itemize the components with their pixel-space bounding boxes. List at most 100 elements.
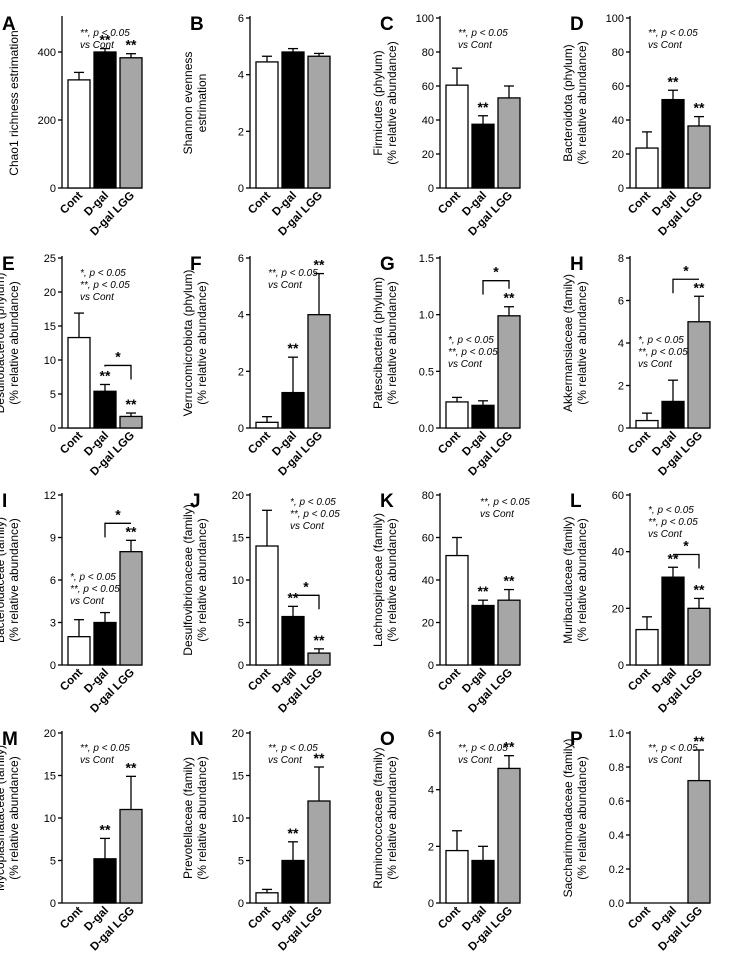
significance-note: **, p < 0.05 [480,497,530,508]
bar-dgal [93,858,117,904]
bracket-label: * [683,262,689,278]
y-tick-label: 10 [44,355,56,367]
y-axis-label: Ruminococcaceae (family) [371,747,385,888]
significance-note: **, p < 0.05 [80,280,130,291]
y-tick-label: 60 [422,81,434,93]
y-axis-label: (% relative abundance) [195,518,209,641]
y-tick-label: 4 [428,785,434,797]
bar-dgal [93,621,117,666]
bar-dgal [471,123,495,189]
panel-letter: L [570,491,582,512]
bar-dgal-lgg [497,599,521,666]
bar-cont [445,554,469,666]
y-tick-label: 0.5 [419,366,434,378]
significance-note: *, p < 0.05 [448,335,494,346]
y-tick-label: 6 [618,296,624,308]
y-axis-label: Bacteroidaceae (family) [0,517,7,643]
bar-dgal-lgg [307,55,331,189]
y-tick-label: 200 [38,115,56,127]
significance-note: *, p < 0.05 [648,505,694,516]
bar-dgal-lgg [497,767,521,904]
comparison-bracket [104,522,131,538]
y-tick-label: 0.4 [609,830,624,842]
panel-letter: N [190,729,204,750]
category-label: Cont [58,430,85,457]
y-axis-label: (% relative abundance) [7,756,21,879]
y-axis-label: Chao1 richness estrimation [7,30,21,175]
y-tick-label: 10 [44,813,56,825]
y-tick-label: 0 [618,660,624,672]
y-tick-label: 20 [422,149,434,161]
bar-cont [445,849,469,904]
significance-note: **, p < 0.05 [70,584,120,595]
y-axis-label: Desulfobacterota (phylum) [0,273,7,414]
category-label: Cont [436,430,463,457]
bar-dgal-lgg [119,551,143,666]
y-axis-label: Prevotellaceae (family) [181,757,195,879]
panel-l: L Muribaculaceae (family) (% relative abun… [561,490,711,715]
y-axis-label: Muribaculaceae (family) [561,516,575,643]
y-tick-label: 0 [50,423,56,435]
significance-mark: ** [668,73,679,89]
significance-mark: ** [504,573,515,589]
significance-mark: ** [100,367,111,383]
significance-note: vs Cont [648,529,683,540]
bar-cont [67,79,91,189]
bar-dgal [281,615,305,666]
bar-dgal [281,51,305,189]
significance-note: **, p < 0.05 [458,28,508,39]
y-tick-label: 20 [232,490,244,502]
bar-cont [635,628,659,666]
y-tick-label: 0 [428,898,434,910]
significance-mark: ** [288,589,299,605]
y-axis-label: Firmicutes (phylum) [371,50,385,155]
significance-note: **, p < 0.05 [448,347,498,358]
significance-mark: ** [694,279,705,295]
significance-note: vs Cont [458,40,493,51]
bar-dgal-lgg [687,607,711,666]
y-tick-label: 40 [422,575,434,587]
y-tick-label: 5 [238,618,244,630]
panel-letter: B [190,14,204,35]
y-tick-label: 12 [44,490,56,502]
bar-dgal [93,390,117,429]
significance-note: **, p < 0.05 [638,347,688,358]
y-tick-label: 8 [618,253,624,265]
bar-dgal [471,604,495,666]
significance-note: vs Cont [458,755,493,766]
category-label: Cont [436,905,463,932]
significance-mark: ** [694,100,705,116]
panel-d: D Bacteroidota (phylum) (% relative abunda… [561,13,711,238]
y-tick-label: 60 [612,490,624,502]
significance-note: **, p < 0.05 [268,743,318,754]
y-tick-label: 40 [422,115,434,127]
y-tick-label: 0 [238,898,244,910]
bar-dgal-lgg [687,321,711,429]
comparison-bracket [293,594,320,610]
y-axis-label: Verrucomicrobiota (phylum) [181,270,195,417]
y-tick-label: 20 [612,149,624,161]
y-tick-label: 0 [428,183,434,195]
significance-note: **, p < 0.05 [268,268,318,279]
bar-cont [635,147,659,189]
y-tick-label: 2 [428,841,434,853]
y-tick-label: 80 [422,490,434,502]
y-tick-label: 60 [612,81,624,93]
y-tick-label: 15 [44,771,56,783]
y-axis-label: (% relative abundance) [7,281,21,404]
y-axis-label: Mycoplasmataceae (family) [0,745,7,891]
significance-note: **, p < 0.05 [458,743,508,754]
y-tick-label: 4 [238,70,244,82]
significance-note: *, p < 0.05 [638,335,684,346]
y-tick-label: 15 [232,771,244,783]
panel-i: I Bacteroidaceae (family) (% relative abun… [0,490,143,715]
comparison-bracket [673,553,700,569]
bracket-label: * [303,578,309,594]
panel-letter: J [190,491,201,512]
y-tick-label: 15 [44,321,56,333]
bracket-label: * [493,264,499,280]
significance-note: vs Cont [80,40,115,51]
